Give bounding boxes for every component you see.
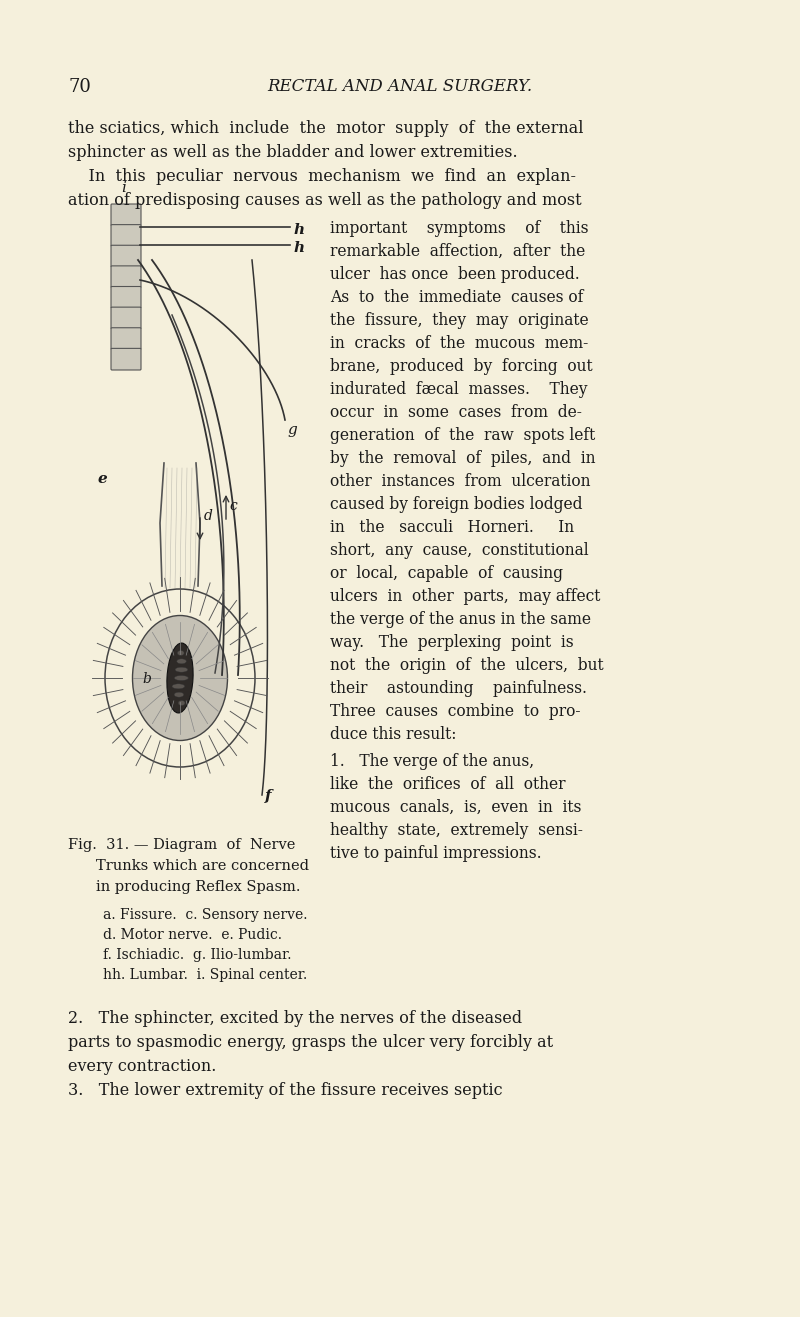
Text: duce this result:: duce this result: [330, 726, 457, 743]
Text: the sciatics, which  include  the  motor  supply  of  the external: the sciatics, which include the motor su… [68, 120, 583, 137]
Text: ation of predisposing causes as well as the pathology and most: ation of predisposing causes as well as … [68, 192, 582, 209]
Text: Trunks which are concerned: Trunks which are concerned [96, 859, 309, 873]
Text: generation  of  the  raw  spots left: generation of the raw spots left [330, 427, 595, 444]
Text: g: g [287, 423, 297, 437]
Ellipse shape [177, 693, 186, 697]
Text: sphincter as well as the bladder and lower extremities.: sphincter as well as the bladder and low… [68, 144, 518, 161]
Ellipse shape [174, 668, 186, 672]
FancyBboxPatch shape [111, 328, 141, 349]
Text: d: d [204, 508, 213, 523]
Text: b: b [142, 672, 151, 686]
Text: the verge of the anus in the same: the verge of the anus in the same [330, 611, 591, 628]
Text: mucous  canals,  is,  even  in  its: mucous canals, is, even in its [330, 799, 582, 817]
Text: 1.   The verge of the anus,: 1. The verge of the anus, [330, 753, 534, 770]
Ellipse shape [133, 615, 227, 740]
Text: caused by foreign bodies lodged: caused by foreign bodies lodged [330, 497, 582, 514]
Text: 2.   The sphincter, excited by the nerves of the diseased: 2. The sphincter, excited by the nerves … [68, 1010, 522, 1027]
Ellipse shape [174, 676, 188, 681]
Text: hh. Lumbar.  i. Spinal center.: hh. Lumbar. i. Spinal center. [103, 968, 307, 982]
Text: 3.   The lower extremity of the fissure receives septic: 3. The lower extremity of the fissure re… [68, 1083, 502, 1098]
Text: the  fissure,  they  may  originate: the fissure, they may originate [330, 312, 589, 329]
Ellipse shape [175, 684, 188, 689]
Text: not  the  origin  of  the  ulcers,  but: not the origin of the ulcers, but [330, 657, 604, 674]
Text: like  the  orifices  of  all  other: like the orifices of all other [330, 776, 566, 793]
Text: in   the   sacculi   Horneri.     In: in the sacculi Horneri. In [330, 519, 574, 536]
Text: by  the  removal  of  piles,  and  in: by the removal of piles, and in [330, 450, 595, 468]
Text: every contraction.: every contraction. [68, 1058, 216, 1075]
Text: h: h [293, 223, 304, 237]
Text: In  this  peculiar  nervous  mechanism  we  find  an  explan-: In this peculiar nervous mechanism we fi… [68, 169, 576, 184]
FancyBboxPatch shape [111, 245, 141, 267]
Text: remarkable  affection,  after  the: remarkable affection, after the [330, 244, 586, 259]
FancyBboxPatch shape [111, 307, 141, 329]
Text: way.   The  perplexing  point  is: way. The perplexing point is [330, 633, 574, 651]
Text: in producing Reflex Spasm.: in producing Reflex Spasm. [96, 880, 301, 894]
Text: parts to spasmodic energy, grasps the ulcer very forcibly at: parts to spasmodic energy, grasps the ul… [68, 1034, 553, 1051]
Text: a. Fissure.  c. Sensory nerve.: a. Fissure. c. Sensory nerve. [103, 907, 307, 922]
Ellipse shape [177, 651, 184, 656]
Text: in  cracks  of  the  mucous  mem-: in cracks of the mucous mem- [330, 335, 588, 352]
FancyBboxPatch shape [111, 349, 141, 370]
Ellipse shape [176, 658, 186, 664]
Text: h: h [293, 241, 304, 255]
Text: RECTAL AND ANAL SURGERY.: RECTAL AND ANAL SURGERY. [267, 78, 533, 95]
FancyBboxPatch shape [111, 225, 141, 246]
Text: Three  causes  combine  to  pro-: Three causes combine to pro- [330, 703, 581, 720]
Text: indurated  fæcal  masses.    They: indurated fæcal masses. They [330, 381, 587, 398]
Text: c: c [229, 499, 237, 514]
Text: As  to  the  immediate  causes of: As to the immediate causes of [330, 288, 583, 306]
Text: ulcer  has once  been produced.: ulcer has once been produced. [330, 266, 580, 283]
Text: tive to painful impressions.: tive to painful impressions. [330, 846, 542, 863]
Ellipse shape [175, 701, 182, 706]
Text: brane,  produced  by  forcing  out: brane, produced by forcing out [330, 358, 593, 375]
Text: 70: 70 [68, 78, 91, 96]
Text: i: i [122, 180, 126, 195]
Text: ulcers  in  other  parts,  may affect: ulcers in other parts, may affect [330, 587, 600, 605]
FancyBboxPatch shape [111, 266, 141, 287]
Ellipse shape [167, 643, 193, 712]
Text: d. Motor nerve.  e. Pudic.: d. Motor nerve. e. Pudic. [103, 928, 282, 942]
FancyBboxPatch shape [111, 204, 141, 225]
Text: occur  in  some  cases  from  de-: occur in some cases from de- [330, 404, 582, 421]
Text: f: f [265, 789, 271, 803]
Text: their    astounding    painfulness.: their astounding painfulness. [330, 680, 587, 697]
Text: other  instances  from  ulceration: other instances from ulceration [330, 473, 590, 490]
Text: important    symptoms    of    this: important symptoms of this [330, 220, 589, 237]
Text: Fig.  31. — Diagram  of  Nerve: Fig. 31. — Diagram of Nerve [68, 838, 295, 852]
Text: f. Ischiadic.  g. Ilio-lumbar.: f. Ischiadic. g. Ilio-lumbar. [103, 948, 291, 961]
Text: healthy  state,  extremely  sensi-: healthy state, extremely sensi- [330, 822, 583, 839]
Text: or  local,  capable  of  causing: or local, capable of causing [330, 565, 563, 582]
Text: e: e [97, 471, 106, 486]
Text: short,  any  cause,  constitutional: short, any cause, constitutional [330, 543, 589, 558]
FancyBboxPatch shape [111, 287, 141, 308]
